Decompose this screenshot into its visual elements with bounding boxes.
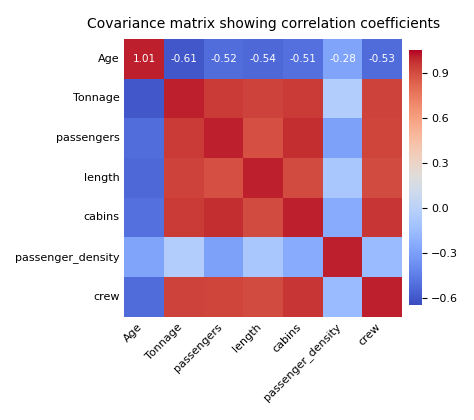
Text: 1.01: 1.01 (133, 54, 156, 64)
Text: -0.53: -0.53 (369, 54, 396, 64)
Text: -0.61: -0.61 (171, 54, 197, 64)
Text: -0.54: -0.54 (250, 54, 277, 64)
Text: -0.28: -0.28 (329, 54, 356, 64)
Text: -0.52: -0.52 (210, 54, 237, 64)
Text: -0.51: -0.51 (290, 54, 317, 64)
Title: Covariance matrix showing correlation coefficients: Covariance matrix showing correlation co… (87, 17, 440, 31)
